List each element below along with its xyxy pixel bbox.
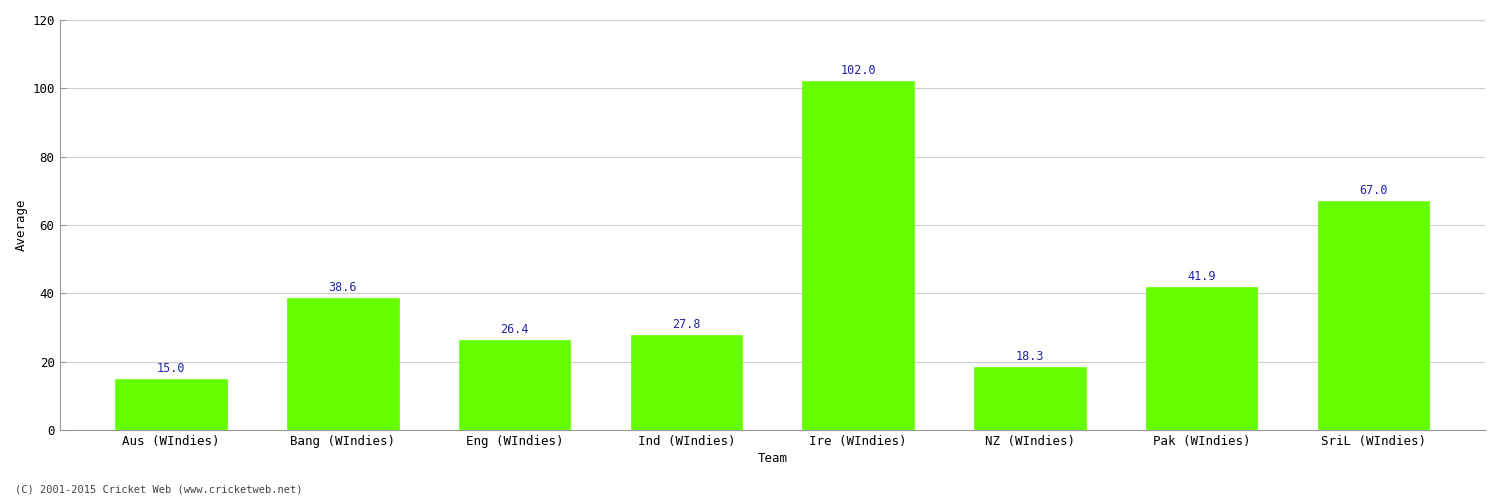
Bar (116, 378, 226, 430)
Text: 26.4: 26.4 (501, 322, 530, 336)
Bar (802, 82, 913, 430)
Text: 15.0: 15.0 (158, 362, 186, 374)
Y-axis label: Average: Average (15, 198, 28, 251)
Text: 27.8: 27.8 (672, 318, 700, 331)
Text: 67.0: 67.0 (1359, 184, 1388, 197)
Bar (974, 368, 1086, 430)
Bar (1317, 201, 1430, 430)
Bar (630, 335, 742, 430)
Text: (C) 2001-2015 Cricket Web (www.cricketweb.net): (C) 2001-2015 Cricket Web (www.cricketwe… (15, 485, 303, 495)
Text: 38.6: 38.6 (328, 281, 357, 294)
Bar (286, 298, 399, 430)
Text: 18.3: 18.3 (1016, 350, 1044, 364)
Text: 102.0: 102.0 (840, 64, 876, 78)
Bar (1146, 287, 1257, 430)
X-axis label: Team: Team (758, 452, 788, 465)
Text: 41.9: 41.9 (1188, 270, 1216, 282)
Bar (459, 340, 570, 430)
